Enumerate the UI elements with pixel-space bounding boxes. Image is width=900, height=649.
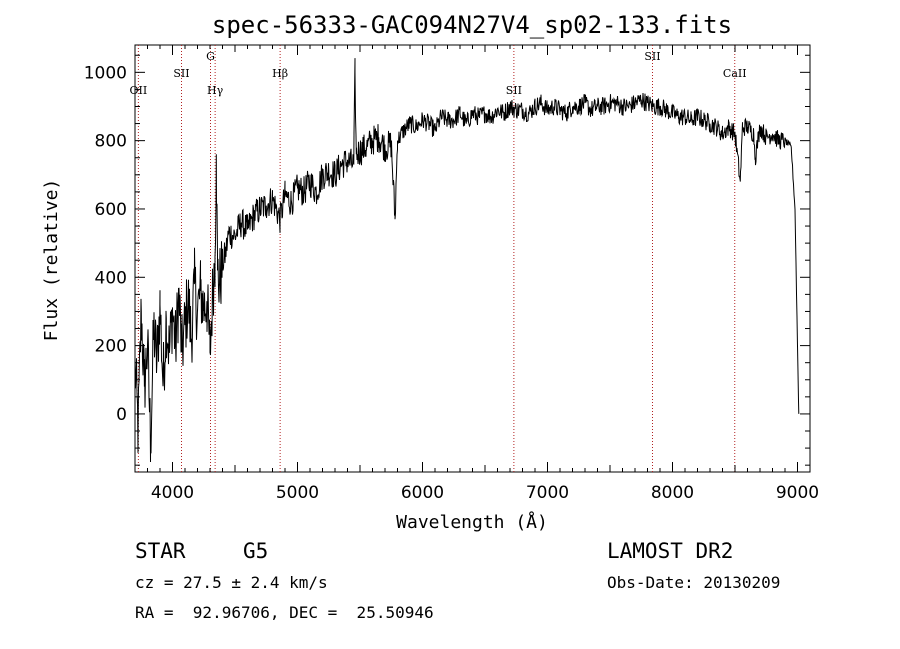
line-marker-label: SII (173, 67, 189, 80)
line-marker-label: SII (506, 84, 522, 97)
y-tick-label: 400 (95, 268, 127, 288)
line-marker-label: Hγ (207, 84, 224, 97)
x-tick-label: 6000 (401, 483, 444, 503)
x-tick-label: 4000 (151, 483, 194, 503)
y-tick-label: 600 (95, 200, 127, 220)
y-tick-label: 800 (95, 132, 127, 152)
line-marker-label: Hβ (272, 67, 288, 80)
chart-title: spec-56333-GAC094N27V4_sp02-133.fits (212, 11, 732, 39)
line-marker-label: CaII (723, 67, 747, 80)
y-tick-label: 0 (116, 405, 127, 425)
y-tick-label: 200 (95, 337, 127, 357)
line-marker-label: OII (130, 84, 148, 97)
observation-date: Obs-Date: 20130209 (607, 573, 781, 592)
y-axis-label: Flux (relative) (41, 179, 62, 342)
line-marker-layer: OII SII G Hγ Hβ SII SII CaII (130, 45, 747, 472)
coordinates: RA = 92.96706, DEC = 25.50946 (135, 603, 434, 622)
x-tick-label: 5000 (276, 483, 319, 503)
x-tick-label: 7000 (526, 483, 569, 503)
x-tick-label: 9000 (776, 483, 819, 503)
line-marker-label: SII (644, 50, 660, 63)
line-marker-label: G (206, 50, 215, 63)
spectrum-series-line (134, 58, 800, 463)
object-class: STAR (135, 539, 186, 563)
survey-name: LAMOST DR2 (607, 539, 734, 563)
object-subclass: G5 (243, 539, 269, 563)
redshift-cz: cz = 27.5 ± 2.4 km/s (135, 573, 328, 592)
x-tick-label: 8000 (651, 483, 694, 503)
x-axis-label: Wavelength (Å) (396, 511, 548, 533)
plot-frame (134, 44, 811, 473)
axis-tick-layer: 4000 5000 6000 7000 8000 9000 0 200 400 600 800 100… (84, 45, 819, 503)
y-tick-label: 1000 (84, 63, 127, 83)
